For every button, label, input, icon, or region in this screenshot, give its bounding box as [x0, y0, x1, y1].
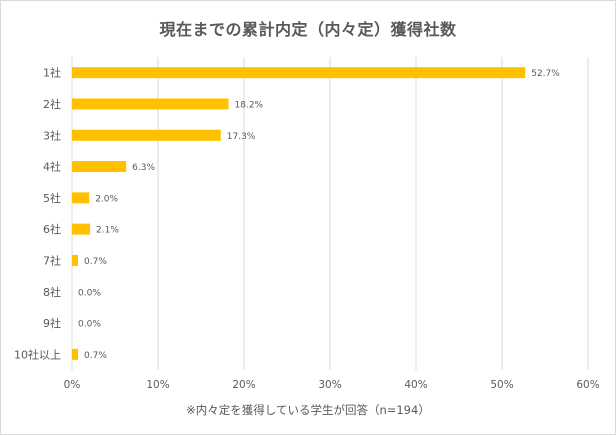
category-label: 8社: [43, 285, 61, 299]
data-label: 0.0%: [78, 320, 101, 330]
category-label: 2社: [43, 97, 61, 111]
bar: [72, 223, 91, 235]
x-tick-label: 10%: [146, 379, 169, 391]
category-label: 10社以上: [14, 347, 61, 361]
category-label: 6社: [43, 222, 61, 236]
category-label: 9社: [43, 316, 61, 330]
category-label: 5社: [43, 191, 61, 205]
x-tick-label: 60%: [576, 379, 599, 391]
chart-note: ※内々定を獲得している学生が回答（n=194）: [186, 403, 430, 417]
data-label: 6.3%: [132, 163, 155, 173]
bar: [72, 348, 79, 360]
chart-title: 現在までの累計内定（内々定）獲得社数: [159, 20, 457, 39]
x-tick-label: 40%: [404, 379, 427, 391]
bar: [72, 161, 127, 173]
data-label: 2.0%: [95, 194, 118, 204]
x-tick-label: 0%: [64, 379, 81, 391]
bar: [72, 192, 90, 204]
x-tick-label: 20%: [232, 379, 255, 391]
bar: [72, 129, 221, 141]
bar: [72, 98, 229, 110]
category-label: 4社: [43, 160, 61, 174]
bar: [72, 254, 79, 266]
data-label: 17.3%: [227, 132, 256, 142]
data-label: 52.7%: [531, 69, 560, 79]
data-label: 0.0%: [78, 288, 101, 298]
category-label: 7社: [43, 253, 61, 267]
x-tick-label: 50%: [490, 379, 513, 391]
data-label: 2.1%: [96, 226, 119, 236]
category-label: 1社: [43, 66, 61, 80]
data-label: 0.7%: [84, 351, 107, 361]
bar: [72, 67, 526, 79]
data-label: 18.2%: [235, 100, 264, 110]
x-tick-label: 30%: [318, 379, 341, 391]
category-label: 3社: [43, 128, 61, 142]
data-label: 0.7%: [84, 257, 107, 267]
